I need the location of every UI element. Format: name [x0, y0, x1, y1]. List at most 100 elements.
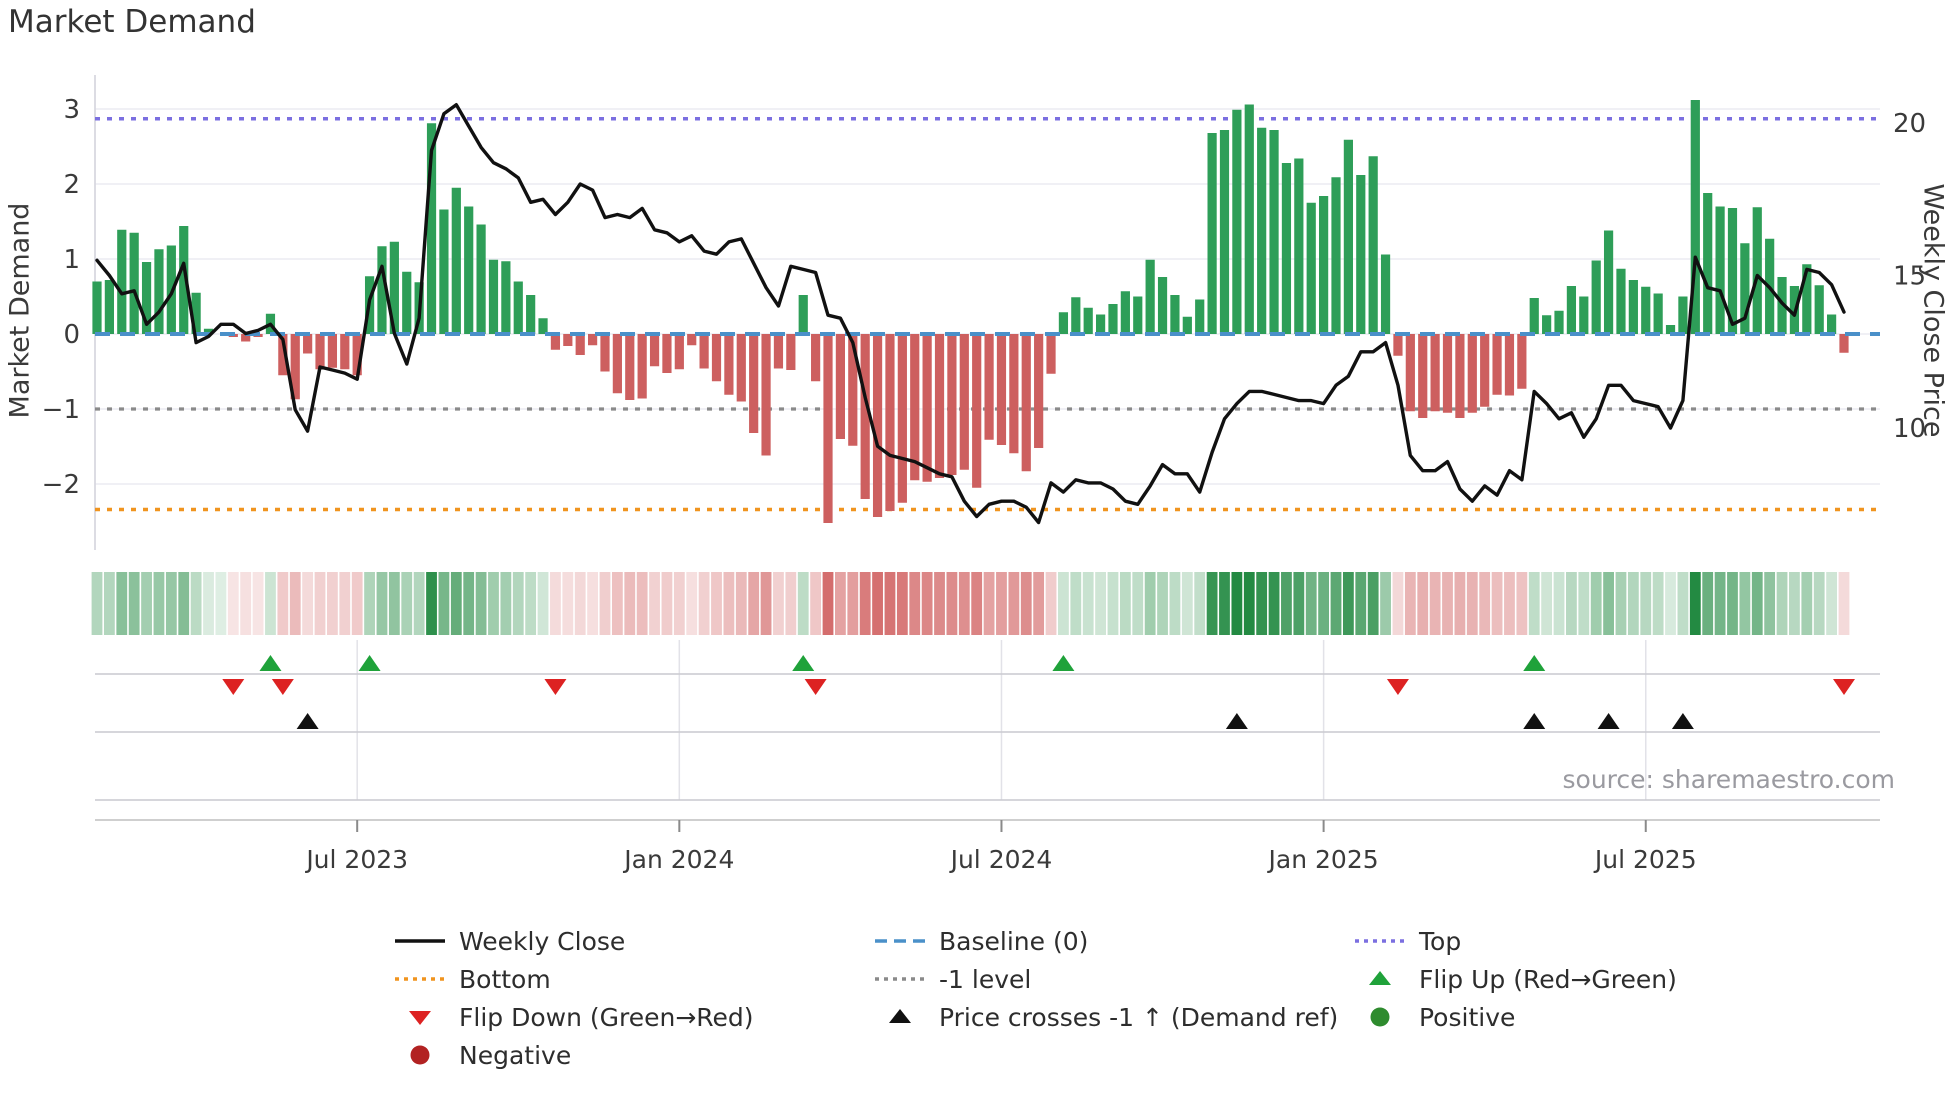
heatmap-cell [450, 572, 462, 635]
heatmap-cell [1033, 572, 1045, 635]
heatmap-cell [934, 572, 945, 635]
demand-bar [910, 334, 920, 481]
heatmap-cell [240, 572, 252, 635]
demand-bar [1579, 296, 1589, 334]
heatmap-cell [599, 572, 611, 635]
heatmap-cell [723, 572, 735, 635]
demand-bar [1257, 127, 1267, 334]
demand-bar [104, 280, 114, 334]
heatmap-cell [1157, 572, 1168, 635]
price-cross-marker [1671, 713, 1694, 729]
demand-bar [1517, 334, 1527, 389]
demand-bar [1319, 196, 1329, 334]
demand-bar [1269, 130, 1279, 334]
heatmap-cell [1702, 572, 1714, 635]
demand-bar [1455, 334, 1465, 418]
demand-bar [1566, 286, 1577, 334]
heatmap-cell [1119, 572, 1131, 635]
demand-bar [1331, 177, 1341, 334]
circle-icon [1370, 1007, 1390, 1027]
heatmap-cell [611, 572, 623, 635]
legend-item: Top [1353, 922, 1677, 960]
weekly-close-line [95, 103, 1846, 525]
demand-bar [476, 224, 486, 334]
heatmap-cell [1727, 572, 1738, 635]
demand-bar [699, 334, 709, 369]
heatmap-cell [1590, 572, 1602, 635]
heatmap-cell [1454, 572, 1466, 635]
demand-bar [1802, 264, 1812, 334]
heatmap-cell [1219, 572, 1230, 635]
demand-bar [1393, 334, 1403, 356]
legend-item-label: Top [1419, 926, 1462, 956]
heatmap-cell [178, 572, 190, 635]
demand-bar [1665, 325, 1676, 334]
heatmap-cell [1677, 572, 1689, 635]
demand-bar [749, 334, 759, 433]
demand-bar [649, 334, 660, 367]
demand-bar [513, 281, 523, 334]
legend-item: Baseline (0) [873, 922, 1338, 960]
demand-bar [179, 226, 189, 334]
heatmap-cell [91, 572, 103, 635]
heatmap-cell [946, 572, 958, 635]
heatmap-cell [983, 572, 995, 635]
demand-bar [1083, 307, 1093, 334]
right-axis-tick-label: 20 [1893, 109, 1926, 139]
flip-down-marker [222, 679, 245, 695]
heatmap-cell [314, 572, 326, 635]
demand-bar [1021, 334, 1031, 472]
demand-bar [1715, 206, 1725, 334]
heatmap-cell [277, 572, 289, 635]
legend-item: Positive [1353, 998, 1677, 1036]
legend-item: Flip Down (Green→Red) [393, 998, 754, 1036]
heatmap-cell [426, 572, 437, 635]
demand-bar [996, 334, 1007, 445]
left-axis-title: Market Demand [4, 202, 36, 419]
demand-bar [1157, 277, 1168, 334]
flip-up-marker [259, 655, 282, 671]
heatmap-cell [562, 572, 574, 635]
demand-bar [340, 334, 350, 370]
x-axis-tick-label: Jan 2024 [622, 845, 734, 874]
demand-bar [1591, 260, 1601, 334]
flip-down-marker [544, 679, 567, 695]
heatmap-cell [1553, 572, 1565, 635]
heatmap-cell [1491, 572, 1503, 635]
heatmap-cell [165, 572, 177, 635]
heatmap-cell [1206, 572, 1218, 635]
heatmap-cell [996, 572, 1007, 635]
demand-bar [1542, 315, 1552, 334]
heatmap-cell [686, 572, 698, 635]
legend-column-2: Baseline (0) -1 level Price crosses -1 ↑ (… [873, 922, 1338, 1036]
heatmap-cell [116, 572, 128, 635]
heatmap-cell [1070, 572, 1082, 635]
heatmap-cell [413, 572, 425, 635]
heatmap-cell [1144, 572, 1156, 635]
heatmap-cell [1256, 572, 1268, 635]
demand-bar [563, 334, 573, 346]
heatmap-cell [835, 572, 846, 635]
heatmap-cell [1689, 572, 1701, 635]
legend-item: -1 level [873, 960, 1338, 998]
heatmap-cell [735, 572, 747, 635]
heatmap-cell [1578, 572, 1590, 635]
demand-bar [1678, 296, 1688, 334]
demand-bar [1046, 334, 1056, 374]
heatmap-cell [1789, 572, 1800, 635]
demand-bar [451, 187, 461, 334]
line-dotted-icon [1355, 939, 1405, 943]
heatmap-cell [797, 572, 809, 635]
legend-item: Bottom [393, 960, 754, 998]
heatmap-cell [103, 572, 115, 635]
demand-bar [897, 334, 907, 503]
demand-bar [1641, 286, 1651, 334]
heatmap-cell [1318, 572, 1330, 635]
demand-bar [464, 206, 474, 334]
heatmap-cell [909, 572, 921, 635]
demand-bar [1727, 208, 1738, 334]
triangle-up [1369, 971, 1391, 985]
demand-bar [290, 334, 300, 400]
heatmap-cell [958, 572, 970, 635]
heatmap-cell [1665, 572, 1676, 635]
